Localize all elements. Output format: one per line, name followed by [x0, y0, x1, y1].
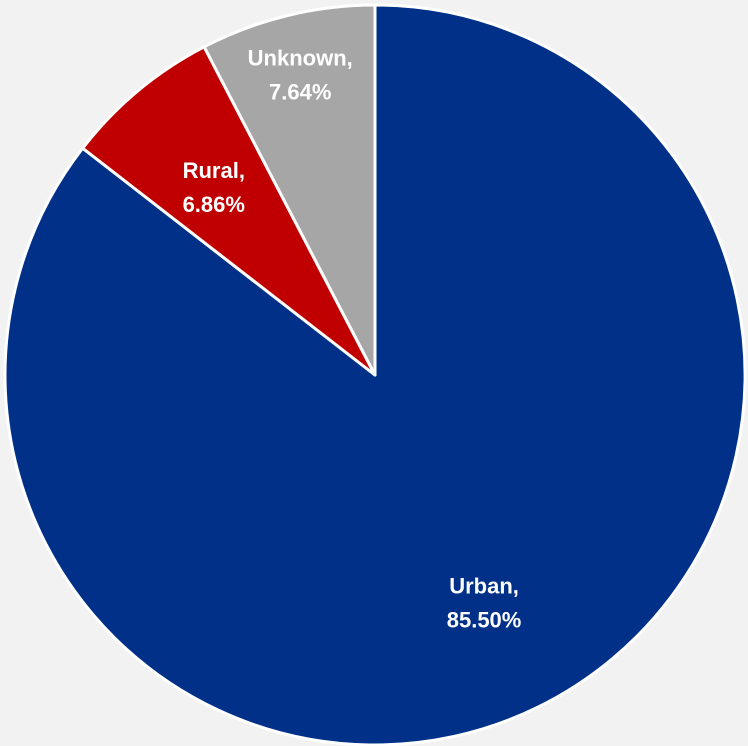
pie-slice-rural	[81, 45, 377, 377]
data-label-name: Unknown,	[248, 46, 353, 71]
data-label-rural: Rural, 6.86%	[183, 158, 245, 217]
data-label-value: 85.50%	[447, 608, 522, 633]
pie-slice-unknown	[202, 3, 377, 377]
data-label-value: 6.86%	[183, 192, 245, 217]
pie-slices	[3, 3, 747, 746]
data-label-unknown: Unknown, 7.64%	[248, 46, 353, 105]
data-label-urban: Urban, 85.50%	[447, 574, 522, 633]
data-label-name: Urban,	[449, 574, 519, 599]
data-label-name: Rural,	[183, 158, 245, 183]
data-label-value: 7.64%	[269, 80, 331, 105]
pie-labels: Urban, 85.50% Rural, 6.86% Unknown, 7.64%	[183, 46, 522, 633]
